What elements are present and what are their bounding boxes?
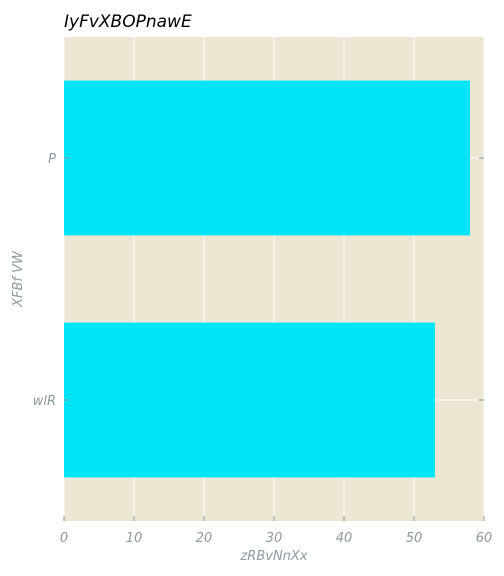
y-tick-label: wlR [33,394,56,409]
x-tick-label: 20 [196,531,213,546]
bars [64,80,470,478]
x-tick-label: 10 [126,531,143,546]
x-tick-label: 60 [476,531,493,546]
y-tick-label: P [48,152,56,167]
y-axis-label: XFBf VW [11,250,26,308]
x-tick-label: 0 [60,531,68,546]
axis-ticks: 0 10 20 30 40 50 60 wlR P [33,152,493,546]
x-axis-label: zRBvNnXx [239,549,307,564]
bar-p [64,80,470,236]
bar-wlr [64,322,435,478]
x-tick-label: 40 [336,531,353,546]
chart-title: IyFvXBOPnawE [64,12,192,32]
x-tick-label: 50 [406,531,423,546]
x-tick-label: 30 [266,531,283,546]
